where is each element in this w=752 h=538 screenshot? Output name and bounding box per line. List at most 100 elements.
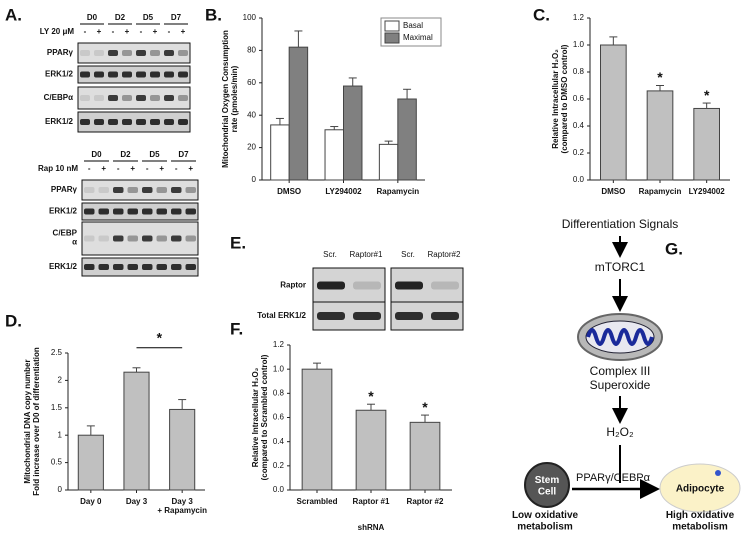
- blot-band: [156, 235, 167, 242]
- blot-band: [108, 119, 118, 125]
- blot-band: [164, 71, 174, 78]
- timepoint-label: D7: [178, 150, 189, 159]
- blot-band: [84, 264, 95, 270]
- bar: [600, 44, 627, 181]
- bar: [378, 143, 399, 181]
- timepoint-label: D7: [171, 13, 182, 22]
- y-tick-label: 0.4: [273, 437, 285, 446]
- x-tick-label: LY294002: [325, 187, 362, 196]
- blot-band: [84, 208, 95, 215]
- y-tick-label: 1.2: [273, 340, 285, 349]
- blot-band: [98, 264, 109, 270]
- blot-row-label: ERK1/2: [45, 117, 74, 126]
- condition-label: -: [146, 164, 149, 173]
- bar: [646, 90, 674, 181]
- blot-band: [431, 281, 459, 290]
- blot-band: [113, 264, 124, 270]
- condition-label: -: [175, 164, 178, 173]
- y-tick-label: 0.2: [573, 148, 585, 157]
- y-axis-label: Relative Intracellular H₂O₂(compared to …: [551, 44, 569, 153]
- blot-row: [77, 111, 191, 133]
- blot-band: [395, 312, 423, 320]
- x-tick-label: Scrambled: [297, 497, 338, 506]
- panel-label: C.: [533, 5, 550, 24]
- lane-label: Raptor#2: [428, 250, 461, 259]
- y-tick-label: 2: [58, 376, 63, 385]
- y-tick-label: 100: [243, 13, 257, 22]
- panel-label: A.: [5, 5, 22, 24]
- diagram: Differentiation Signals mTORC1 Complex I…: [512, 217, 741, 532]
- condition-label: -: [140, 27, 143, 36]
- x-axis-label: shRNA: [358, 523, 385, 532]
- node-label: H₂O₂: [606, 425, 634, 439]
- x-tick-label: LY294002: [689, 187, 726, 196]
- blot-band: [164, 50, 174, 56]
- legend-swatch: [384, 20, 400, 32]
- blot-row: [77, 42, 191, 64]
- y-tick-label: 0: [58, 485, 63, 494]
- blot-band: [113, 208, 124, 215]
- blot-band: [317, 312, 345, 320]
- blot-band: [178, 50, 188, 56]
- blot-band: [317, 281, 345, 290]
- timepoint-label: D2: [120, 150, 131, 159]
- blot-band: [108, 95, 118, 101]
- y-tick-label: 0.5: [51, 458, 63, 467]
- y-tick-label: 0.2: [273, 461, 285, 470]
- bar: [324, 129, 345, 181]
- blot-band: [150, 71, 160, 78]
- blot-row-label: PPARγ: [47, 48, 74, 57]
- timepoint-label: D5: [149, 150, 160, 159]
- blot-band: [164, 119, 174, 125]
- blot-band: [80, 119, 90, 125]
- condition-label: +: [181, 27, 186, 36]
- lane-label: Scr.: [401, 250, 415, 259]
- condition-label: +: [159, 164, 164, 173]
- y-tick-label: 60: [247, 78, 256, 87]
- blot-band: [185, 187, 196, 193]
- significance-mark: *: [157, 329, 163, 345]
- blot-band: [185, 264, 196, 270]
- blot-band: [150, 119, 160, 125]
- blot-band: [178, 119, 188, 125]
- blot-band: [98, 208, 109, 215]
- blot-band: [98, 235, 109, 242]
- significance-mark: *: [422, 399, 428, 415]
- timepoint-label: D0: [91, 150, 102, 159]
- y-tick-label: 2.5: [51, 348, 63, 357]
- blot-band: [127, 264, 138, 270]
- blot-band: [136, 119, 146, 125]
- blot-band: [185, 235, 196, 242]
- blot-band: [171, 235, 182, 242]
- y-tick-label: 0.8: [573, 67, 585, 76]
- blot-band: [98, 187, 109, 193]
- bar: [288, 46, 309, 181]
- bar: [301, 368, 333, 491]
- blot-row: [81, 257, 199, 277]
- blot-band: [84, 235, 95, 242]
- condition-label: -: [88, 164, 91, 173]
- y-tick-label: 1: [58, 430, 63, 439]
- y-tick-label: 0.0: [273, 485, 285, 494]
- blot-band: [136, 95, 146, 101]
- blot-band: [142, 264, 153, 270]
- condition-label: +: [153, 27, 158, 36]
- legend-label: Basal: [403, 21, 423, 30]
- x-tick-label: Day 3: [126, 497, 148, 506]
- blot-row: [81, 179, 199, 201]
- bar: [77, 434, 104, 491]
- condition-label: -: [84, 27, 87, 36]
- blot-band: [136, 71, 146, 78]
- y-axis-label: Relative Intracellular H₂O₂(compared to …: [251, 354, 269, 480]
- blot-band: [122, 71, 132, 78]
- legend-box: [380, 17, 442, 47]
- blot-band: [94, 119, 104, 125]
- blot-band: [142, 235, 153, 242]
- y-axis-label: Mitochondrial DNA copy numberFold increa…: [23, 347, 41, 496]
- legend-label: Maximal: [403, 33, 433, 42]
- bar: [123, 371, 150, 491]
- node-label: Adipocyte: [676, 484, 725, 495]
- node-label: Complex III Superoxide: [590, 364, 651, 392]
- blot-row: [77, 86, 191, 110]
